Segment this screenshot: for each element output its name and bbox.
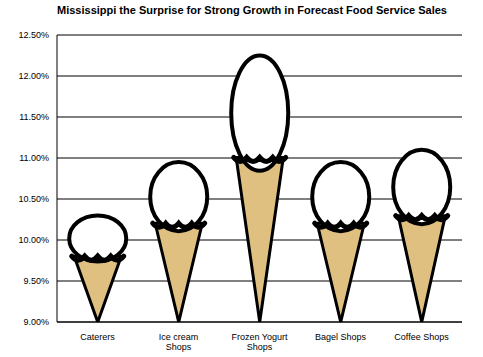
html-text:Mississippi the Surprise for S: Mississippi the Surprise for Strong Grow… bbox=[57, 4, 447, 16]
svg-text:12.00%: 12.00% bbox=[18, 71, 49, 81]
svg-text:Coffee Shops: Coffee Shops bbox=[394, 332, 449, 342]
svg-text:12.50%: 12.50% bbox=[18, 30, 49, 40]
svg-text:Bagel Shops: Bagel Shops bbox=[315, 332, 367, 342]
svg-text:Caterers: Caterers bbox=[80, 332, 115, 342]
svg-text:11.50%: 11.50% bbox=[19, 112, 49, 122]
svg-text:9.00%: 9.00% bbox=[23, 317, 49, 327]
svg-text:Frozen YogurtShops: Frozen YogurtShops bbox=[231, 332, 288, 352]
svg-text:11.00%: 11.00% bbox=[19, 153, 49, 163]
svg-text:Ice creamShops: Ice creamShops bbox=[159, 332, 199, 352]
svg-text:10.50%: 10.50% bbox=[18, 194, 49, 204]
svg-text:10.00%: 10.00% bbox=[18, 235, 49, 245]
svg-text:9.50%: 9.50% bbox=[23, 276, 49, 286]
